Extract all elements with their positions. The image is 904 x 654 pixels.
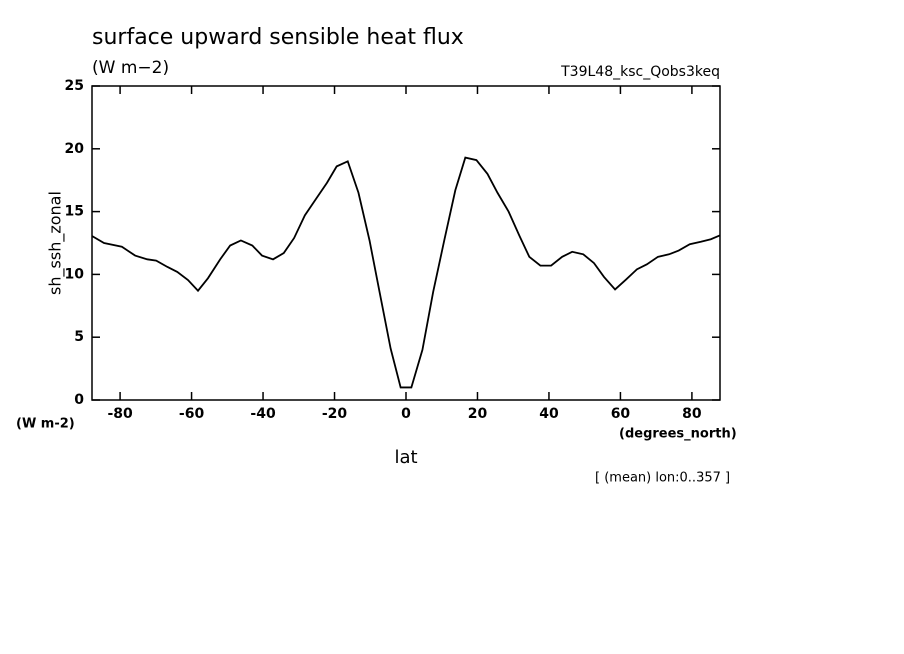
note: [ (mean) lon:0..357 ] — [595, 471, 730, 486]
y-tick-label: 5 — [74, 329, 84, 345]
dataset-label: T39L48_ksc_Qobs3keq — [560, 64, 720, 80]
y-tick-label: 25 — [65, 78, 84, 94]
y-tick-label: 20 — [65, 141, 85, 157]
chart-subtitle: (W m−2) — [92, 58, 169, 78]
plot-frame — [91, 85, 721, 401]
x-units: (degrees_north) — [619, 427, 737, 442]
y-tick-label: 10 — [65, 266, 85, 282]
y-tick-label: 0 — [74, 392, 84, 408]
x-tick-label: -60 — [179, 406, 205, 422]
x-tick-label: -20 — [322, 406, 348, 422]
x-tick-label: 60 — [611, 406, 631, 422]
data-line — [91, 156, 721, 389]
y-units: (W m-2) — [16, 417, 75, 432]
x-axis-label: lat — [394, 447, 417, 468]
x-tick-label: 20 — [468, 406, 488, 422]
chart-title: surface upward sensible heat flux — [92, 25, 464, 50]
x-tick-label: 40 — [539, 406, 559, 422]
x-tick-label: -40 — [250, 406, 276, 422]
x-tick-label: -80 — [107, 406, 133, 422]
x-tick-label: 0 — [401, 406, 411, 422]
x-tick-label: 80 — [682, 406, 702, 422]
y-axis-label: sh_ssh_zonal — [46, 191, 66, 295]
y-tick-label: 15 — [65, 204, 84, 220]
